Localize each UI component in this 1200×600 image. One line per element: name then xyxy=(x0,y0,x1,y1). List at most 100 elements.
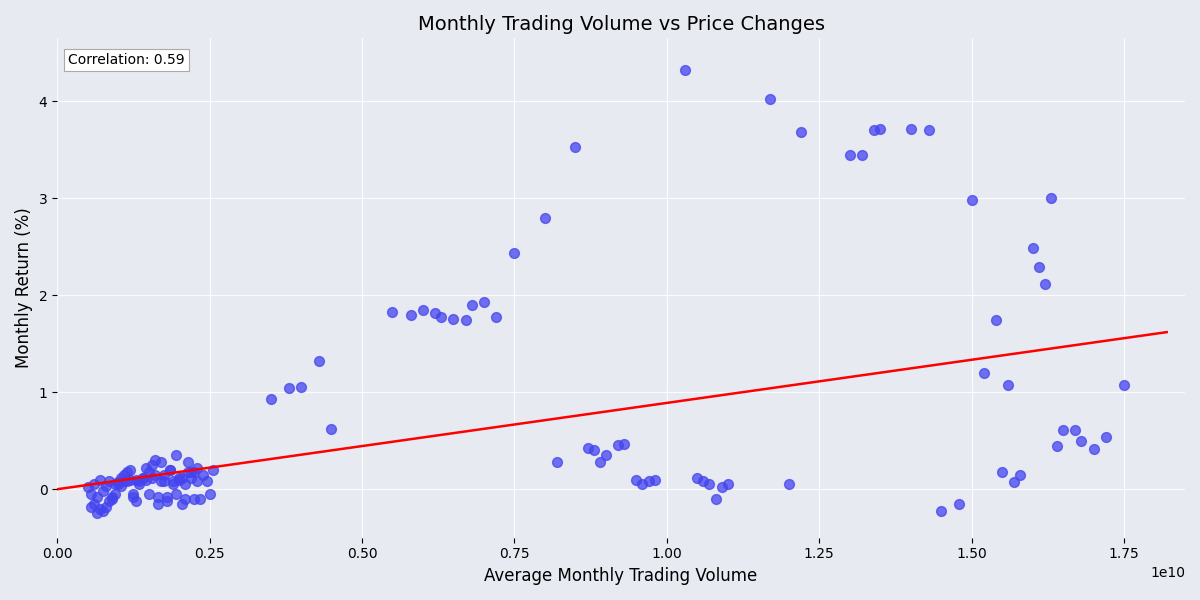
Point xyxy=(456,315,475,325)
Y-axis label: Monthly Return (%): Monthly Return (%) xyxy=(16,208,34,368)
Point xyxy=(187,476,206,486)
Point xyxy=(626,475,646,484)
Point xyxy=(130,479,149,489)
Point xyxy=(148,499,167,509)
Point xyxy=(444,314,463,323)
Point xyxy=(161,465,180,475)
Point xyxy=(870,124,889,133)
Point xyxy=(173,499,192,509)
Point xyxy=(426,308,445,317)
Point xyxy=(175,494,194,504)
Point xyxy=(100,476,119,486)
Point xyxy=(169,475,188,484)
Point xyxy=(96,502,115,511)
Point xyxy=(1048,441,1067,451)
Point xyxy=(169,473,188,482)
Point xyxy=(108,479,127,489)
Point xyxy=(194,470,214,479)
Point xyxy=(1030,262,1049,272)
Point xyxy=(118,476,137,486)
Point xyxy=(133,473,152,482)
Point xyxy=(401,310,420,319)
Point xyxy=(167,451,186,460)
Point xyxy=(596,451,616,460)
Point xyxy=(145,455,164,465)
Point xyxy=(118,467,137,476)
Point xyxy=(200,489,220,499)
Point xyxy=(310,356,329,366)
Point xyxy=(852,150,871,160)
Point xyxy=(565,142,584,152)
Point xyxy=(779,479,798,489)
Point xyxy=(151,457,170,467)
Point xyxy=(718,479,737,489)
Point xyxy=(632,479,652,489)
Point xyxy=(124,489,143,499)
Point xyxy=(191,494,210,504)
Point xyxy=(197,476,216,486)
Point xyxy=(998,380,1018,389)
Point xyxy=(547,457,566,467)
Point xyxy=(203,465,222,475)
Point xyxy=(706,494,725,504)
Point xyxy=(181,473,200,482)
Point xyxy=(1036,279,1055,289)
Point xyxy=(688,473,707,482)
Point xyxy=(82,502,101,511)
Point xyxy=(157,496,176,506)
Title: Monthly Trading Volume vs Price Changes: Monthly Trading Volume vs Price Changes xyxy=(418,15,824,34)
Point xyxy=(115,470,134,479)
Point xyxy=(280,383,299,393)
Point xyxy=(614,439,634,448)
Point xyxy=(145,470,164,479)
Point xyxy=(163,476,182,486)
Point xyxy=(322,424,341,434)
Point xyxy=(292,383,311,392)
Point xyxy=(84,479,103,489)
Point xyxy=(84,499,103,509)
Point xyxy=(179,457,198,467)
Point xyxy=(1115,380,1134,390)
Point xyxy=(175,479,194,489)
Point xyxy=(185,494,204,504)
Point xyxy=(151,476,170,486)
Point xyxy=(646,475,665,484)
Point xyxy=(986,315,1006,325)
Point xyxy=(578,443,598,452)
Point xyxy=(1004,478,1024,487)
Point xyxy=(127,496,146,506)
Point xyxy=(88,492,107,502)
Point xyxy=(462,300,481,310)
Point xyxy=(96,482,115,491)
Point xyxy=(155,470,174,479)
Point xyxy=(535,213,554,223)
Point xyxy=(950,499,970,509)
Point xyxy=(584,446,604,455)
Point xyxy=(112,473,131,482)
Point xyxy=(1066,425,1085,435)
Text: Correlation: 0.59: Correlation: 0.59 xyxy=(68,53,185,67)
Point xyxy=(130,476,149,486)
Point xyxy=(136,475,155,484)
Point xyxy=(1010,470,1030,479)
Point xyxy=(700,479,719,489)
Point xyxy=(163,479,182,489)
Point xyxy=(383,307,402,317)
Point xyxy=(712,482,731,492)
Point xyxy=(90,504,109,514)
Point xyxy=(94,487,113,496)
Point xyxy=(992,467,1012,476)
Point xyxy=(260,394,280,404)
Point xyxy=(1072,436,1091,446)
Point xyxy=(761,95,780,104)
Point xyxy=(133,473,152,482)
Point xyxy=(157,492,176,502)
Point xyxy=(791,128,810,137)
Point xyxy=(94,506,113,515)
Point xyxy=(82,489,101,499)
Point xyxy=(115,476,134,486)
Point xyxy=(840,150,859,160)
Point xyxy=(185,467,204,476)
Point xyxy=(173,473,192,482)
Point xyxy=(139,467,158,476)
